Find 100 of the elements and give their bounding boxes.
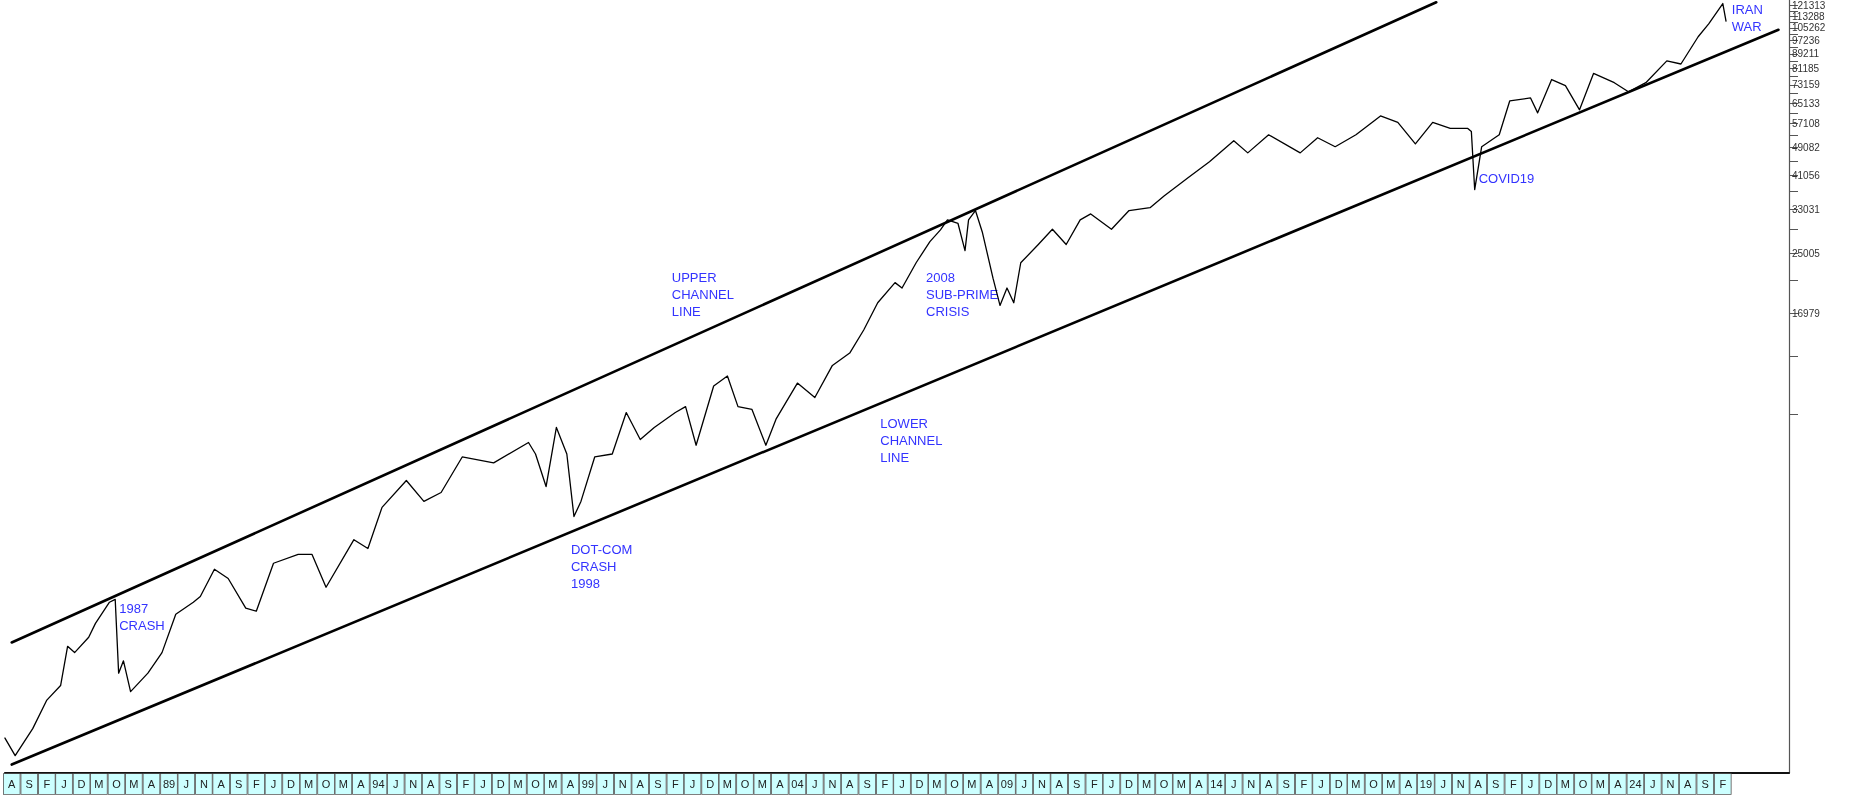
x-tick-label: M xyxy=(94,778,104,790)
x-tick-label: D xyxy=(1125,778,1134,790)
x-tick-label: 04 xyxy=(791,778,804,790)
x-tick-label: O xyxy=(1369,778,1379,790)
x-tick-label: S xyxy=(235,778,243,790)
x-tick-label: J xyxy=(393,778,399,790)
x-tick-label: S xyxy=(863,778,871,790)
x-tick-label: J xyxy=(1318,778,1324,790)
x-tick-label: S xyxy=(1701,778,1709,790)
x-tick-label: D xyxy=(77,778,86,790)
x-tick-label: M xyxy=(1595,778,1605,790)
x-tick-label: 14 xyxy=(1210,778,1223,790)
x-tick-label: N xyxy=(1666,778,1675,790)
x-tick-label: N xyxy=(618,778,627,790)
x-tick-label: M xyxy=(548,778,558,790)
annotation: DOT-COM CRASH 1998 xyxy=(570,542,633,592)
x-tick-label: F xyxy=(881,778,889,790)
y-tick-label: 49082 xyxy=(1792,141,1821,153)
y-tick-label: 41056 xyxy=(1792,169,1821,181)
x-tick-label: A xyxy=(846,778,855,790)
x-tick-label: S xyxy=(25,778,33,790)
x-tick-label: M xyxy=(967,778,977,790)
x-tick-label: D xyxy=(496,778,505,790)
x-tick-label: J xyxy=(689,778,696,790)
x-tick-label: M xyxy=(1351,778,1361,790)
x-tick-label: A xyxy=(1055,778,1064,790)
x-tick-label: A xyxy=(1264,778,1273,790)
annotation: UPPER CHANNEL LINE xyxy=(671,270,734,320)
y-tick-label: 25005 xyxy=(1792,247,1821,259)
x-tick-label: J xyxy=(812,778,818,790)
x-tick-label: M xyxy=(757,778,767,790)
x-tick-label: A xyxy=(1404,778,1413,790)
y-tick-label: 113288 xyxy=(1792,10,1826,22)
x-tick-label: M xyxy=(129,778,139,790)
y-tick-label: 33031 xyxy=(1792,203,1821,215)
y-tick-label: 105262 xyxy=(1792,22,1826,34)
x-tick-label: O xyxy=(321,778,331,790)
y-tick-label: 73159 xyxy=(1792,79,1821,91)
x-tick-label: 94 xyxy=(372,778,385,790)
x-tick-label: O xyxy=(740,778,750,790)
x-tick-label: 09 xyxy=(1000,778,1014,790)
x-tick-label: M xyxy=(1176,778,1186,790)
y-tick-label: 57108 xyxy=(1792,118,1821,130)
x-tick-label: A xyxy=(1195,778,1204,790)
y-tick-label: 65133 xyxy=(1792,97,1821,109)
x-tick-label: S xyxy=(444,778,452,790)
x-tick-label: S xyxy=(1073,778,1081,790)
x-tick-label: F xyxy=(671,778,679,790)
x-tick-label: J xyxy=(1231,778,1237,790)
annotation: 1987 CRASH xyxy=(119,601,165,634)
annotation: COVID19 xyxy=(1478,170,1535,186)
x-tick-label: 99 xyxy=(581,778,595,790)
x-tick-label: 24 xyxy=(1629,778,1642,790)
x-tick-label: S xyxy=(654,778,662,790)
x-tick-label: M xyxy=(513,778,523,790)
x-tick-label: F xyxy=(1090,778,1098,790)
x-tick-label: A xyxy=(357,778,366,790)
x-tick-label: N xyxy=(1456,778,1465,790)
y-tick-label: 121313 xyxy=(1792,0,1826,12)
x-tick-label: M xyxy=(1560,778,1571,790)
x-tick-label: J xyxy=(1108,778,1115,790)
x-tick-label: A xyxy=(985,778,994,790)
x-tick-label: D xyxy=(1334,778,1343,790)
annotation: 2008 SUB-PRIME CRISIS xyxy=(925,270,999,320)
x-tick-label: D xyxy=(915,778,924,790)
x-tick-label: J xyxy=(270,778,277,790)
y-tick-label: 81185 xyxy=(1792,63,1820,75)
x-tick-label: F xyxy=(43,778,51,790)
x-tick-label: 89 xyxy=(162,778,176,790)
x-tick-label: J xyxy=(1440,778,1446,790)
x-tick-label: N xyxy=(1037,778,1046,790)
x-tick-label: F xyxy=(1300,778,1308,790)
x-tick-label: F xyxy=(1719,778,1727,790)
y-tick-label: 16979 xyxy=(1792,308,1821,320)
x-tick-label: A xyxy=(426,778,435,790)
x-tick-label: A xyxy=(1684,778,1693,790)
x-tick-label: J xyxy=(480,778,486,790)
x-tick-label: A xyxy=(147,778,156,790)
x-tick-label: M xyxy=(303,778,314,790)
x-tick-label: O xyxy=(1159,778,1169,790)
x-tick-label: O xyxy=(1578,778,1588,790)
x-tick-label: J xyxy=(61,778,67,790)
x-tick-label: A xyxy=(8,778,17,790)
y-tick-label: 89211 xyxy=(1792,48,1820,60)
x-tick-label: A xyxy=(636,778,645,790)
x-tick-label: S xyxy=(1282,778,1290,790)
x-tick-label: J xyxy=(1527,778,1534,790)
x-tick-label: M xyxy=(932,778,942,790)
x-tick-label: F xyxy=(1509,778,1517,790)
x-tick-label: A xyxy=(1614,778,1623,790)
x-tick-label: N xyxy=(828,778,837,790)
x-tick-label: J xyxy=(1650,778,1656,790)
x-tick-label: D xyxy=(706,778,715,790)
x-tick-label: N xyxy=(409,778,418,790)
annotation: LOWER CHANNEL LINE xyxy=(880,415,943,465)
x-tick-label: J xyxy=(183,778,190,790)
x-tick-label: N xyxy=(199,778,208,790)
y-tick-label: 97236 xyxy=(1792,34,1821,46)
x-tick-label: D xyxy=(1544,778,1553,790)
x-tick-label: 19 xyxy=(1419,778,1433,790)
